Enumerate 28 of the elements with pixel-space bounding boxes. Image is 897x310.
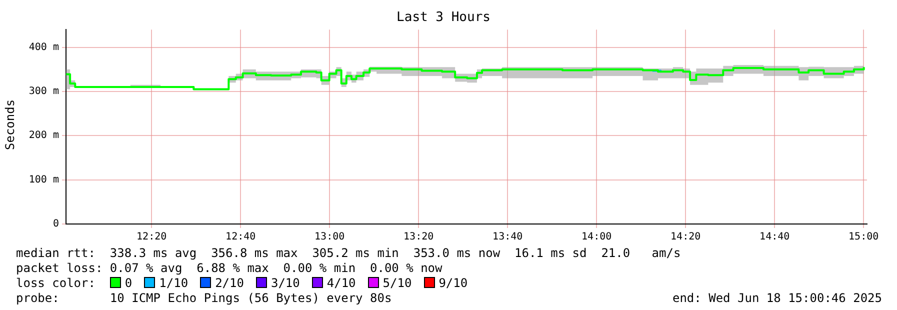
x-tick-label: 12:20 bbox=[136, 232, 167, 243]
legend-label: 2/10 bbox=[215, 276, 244, 290]
legend-label: 0 bbox=[124, 276, 132, 290]
x-tick-label: 14:20 bbox=[670, 232, 701, 243]
text: median rtt: 338.3 ms avg 356.8 ms max 305.2 ms min 353.0 ms now 16.1 ms sd 21.0 am/s bbox=[16, 246, 682, 261]
x-tick-label: 14:00 bbox=[582, 232, 612, 243]
y-tick-label: 400 m bbox=[28, 42, 59, 53]
x-tick-label: 14:40 bbox=[760, 232, 790, 243]
text: end: Wed Jun 18 15:00:46 2025 bbox=[672, 291, 882, 306]
legend-label: 1/10 bbox=[159, 276, 188, 290]
y-tick-label: 0 bbox=[52, 218, 59, 230]
legend-label: 9/10 bbox=[438, 276, 468, 290]
x-tick-label: 13:20 bbox=[404, 232, 434, 243]
chart-title: Last 3 Hours bbox=[396, 10, 490, 26]
text: packet loss: 0.07 % avg 6.88 % max 0.00 % min 0.00 % now bbox=[16, 261, 444, 276]
y-tick-label: 300 m bbox=[28, 86, 59, 98]
x-tick-label: 12:40 bbox=[226, 232, 256, 243]
y-tick-label: 100 m bbox=[28, 174, 59, 186]
x-tick-label: 13:00 bbox=[314, 232, 345, 243]
y-tick-label: 200 m bbox=[28, 130, 59, 142]
text: probe: 10 ICMP Echo Pings (56 Bytes) every 80s bbox=[16, 291, 392, 305]
legend-label: 5/10 bbox=[382, 276, 412, 290]
x-tick-label: 13:40 bbox=[492, 232, 523, 243]
y-axis-title: Seconds bbox=[3, 98, 18, 152]
legend-label: 4/10 bbox=[326, 276, 356, 290]
legend-title: loss color: bbox=[16, 276, 96, 290]
x-tick-label: 15:00 bbox=[848, 232, 879, 243]
legend-label: 3/10 bbox=[270, 276, 300, 290]
